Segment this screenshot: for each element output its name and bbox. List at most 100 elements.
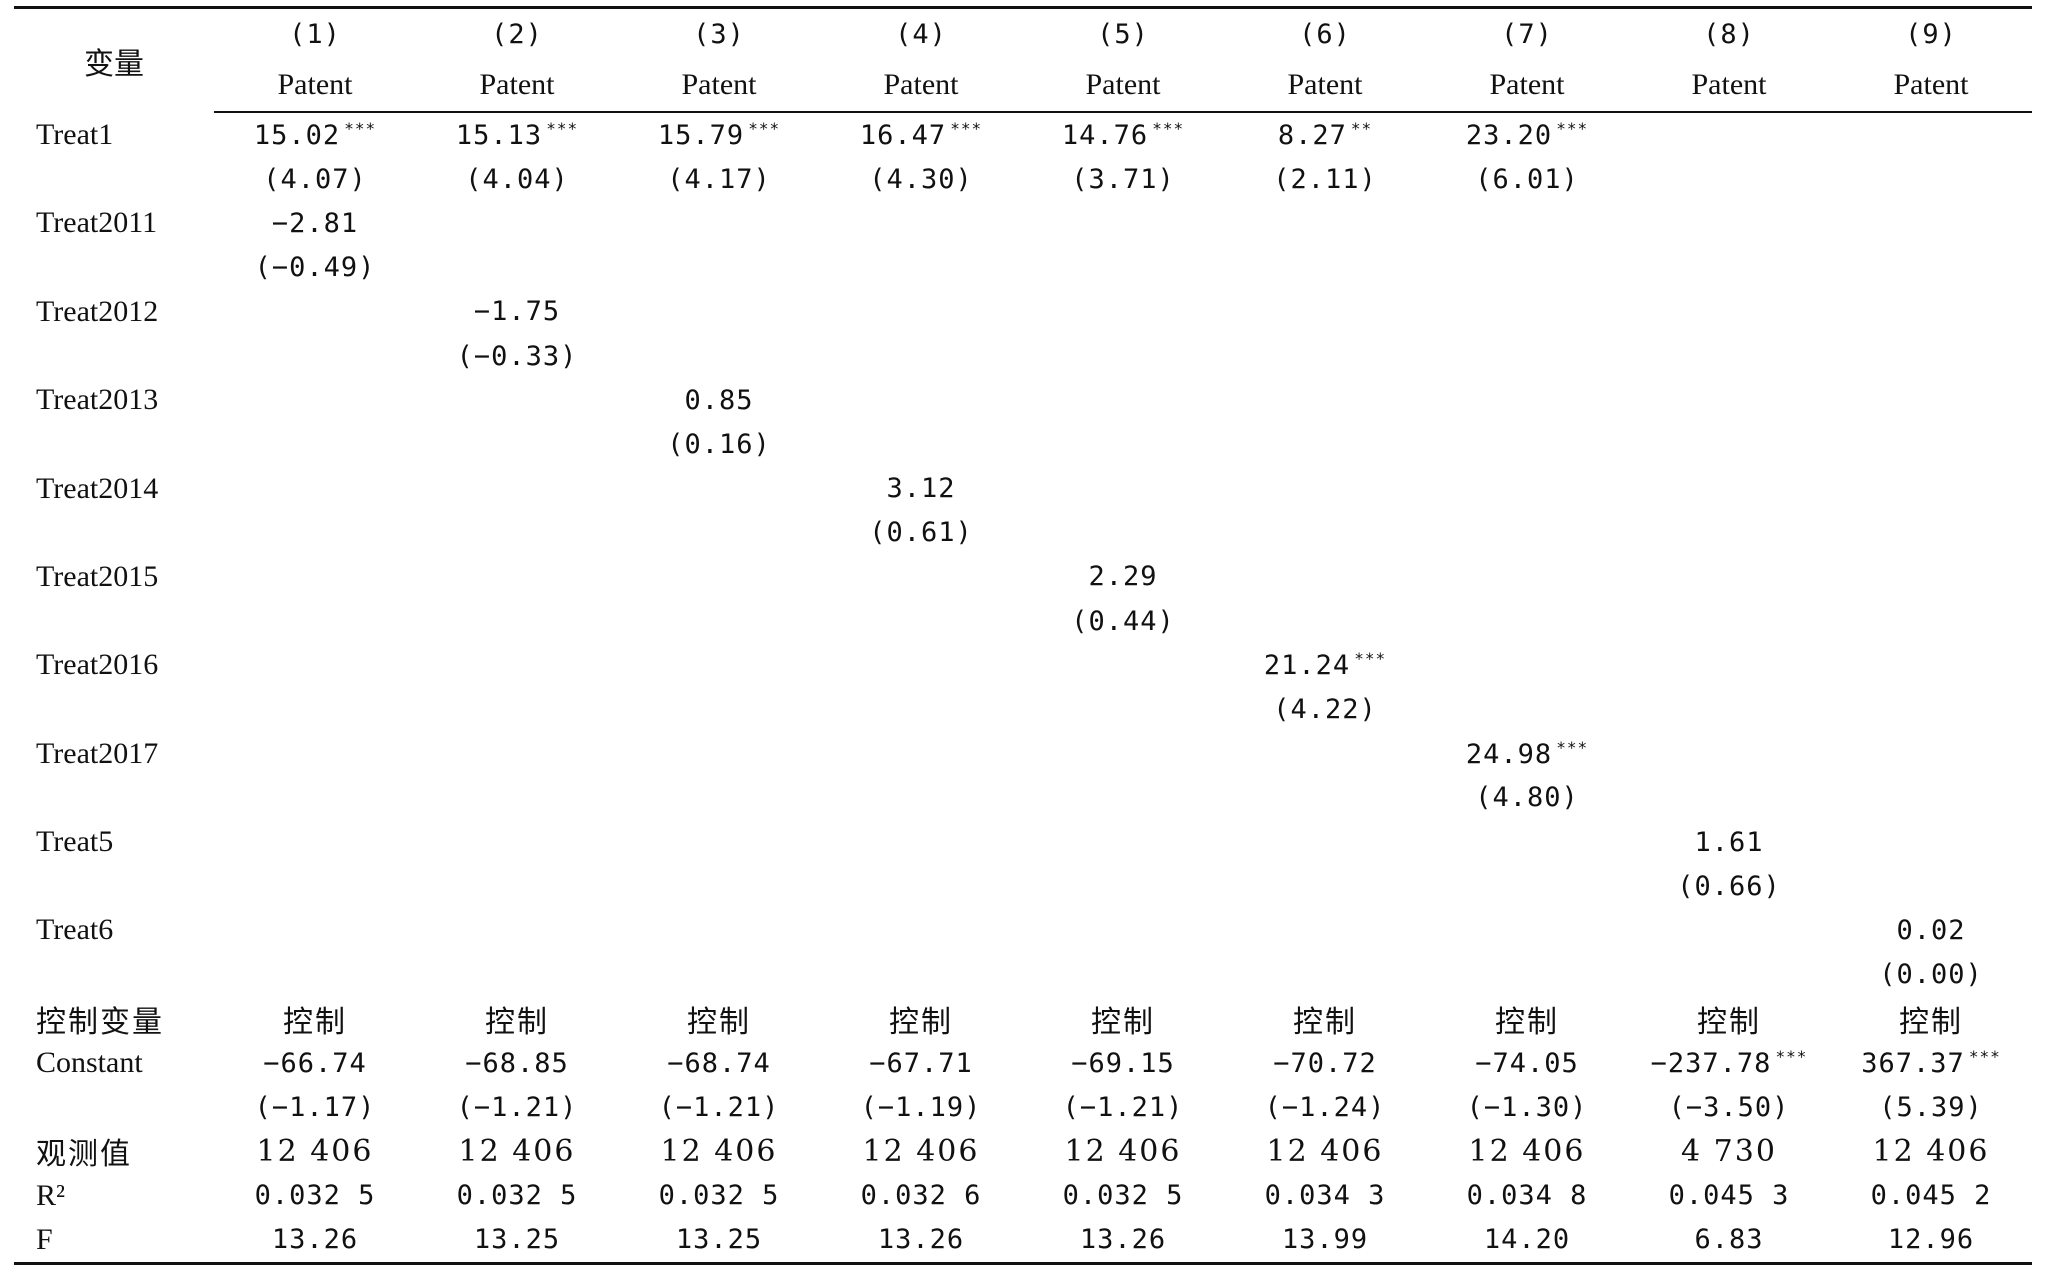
table-row: (0.61) xyxy=(14,511,2032,555)
table-cell xyxy=(820,732,1022,776)
table-header: 变量 (1) (2) (3) (4) (5) (6) (7) (8) (9) Patent Pat… xyxy=(14,7,2032,113)
table-row: Constant −66.74 −68.85 −68.74 −67.71 −69.15 −7… xyxy=(14,1041,2032,1085)
table-cell xyxy=(618,776,820,820)
table-cell xyxy=(1224,334,1426,378)
cell-value: 8.27 xyxy=(1277,120,1347,152)
cell-value: 0.032 5 xyxy=(658,1180,780,1212)
table-cell: −68.85 xyxy=(416,1041,618,1085)
table-cell xyxy=(820,378,1022,422)
table-row: F 13.26 13.25 13.25 13.26 13.26 13.99 14.20 6.83… xyxy=(14,1217,2032,1265)
table-cell: 23.20 *** xyxy=(1426,112,1628,157)
column-number-header: (1) xyxy=(289,18,341,50)
table-cell xyxy=(618,201,820,245)
dependent-variable-header: Patent xyxy=(1628,59,1830,113)
table-cell xyxy=(1022,732,1224,776)
table-cell xyxy=(820,599,1022,643)
table-cell xyxy=(1628,157,1830,201)
table-cell xyxy=(1426,422,1628,466)
table-cell xyxy=(1224,201,1426,245)
table-cell: 13.99 xyxy=(1224,1217,1426,1265)
table-cell xyxy=(214,687,416,731)
table-cell: 12 406 xyxy=(1830,1129,2032,1173)
table-cell: (0.61) xyxy=(820,511,1022,555)
significance-stars: *** xyxy=(1556,737,1589,757)
table-cell xyxy=(618,643,820,687)
table-cell: −1.75 xyxy=(416,290,618,334)
table-cell: 0.032 5 xyxy=(618,1174,820,1218)
row-label xyxy=(14,511,214,555)
table-cell: −2.81 xyxy=(214,201,416,245)
table-cell: 控制 xyxy=(1830,997,2032,1041)
table-cell: 14.20 xyxy=(1426,1217,1628,1265)
table-cell xyxy=(214,953,416,997)
cell-value: (−1.21) xyxy=(658,1091,780,1123)
cell-value: −2.81 xyxy=(271,207,359,239)
row-label xyxy=(14,599,214,643)
table-cell xyxy=(1224,776,1426,820)
table-cell xyxy=(1830,467,2032,511)
row-label: 控制变量 xyxy=(36,1004,164,1040)
header-row-dependent-variables: Patent Patent Patent Patent Patent Patent Pate… xyxy=(14,59,2032,113)
table-cell: 24.98 *** xyxy=(1426,732,1628,776)
table-cell xyxy=(1628,687,1830,731)
cell-value: 12.96 xyxy=(1887,1224,1975,1256)
table-cell xyxy=(214,467,416,511)
table-cell: 13.25 xyxy=(618,1217,820,1265)
table-cell: (−1.19) xyxy=(820,1085,1022,1129)
table-cell xyxy=(618,732,820,776)
table-cell xyxy=(1022,864,1224,908)
column-number-header: (6) xyxy=(1299,18,1351,50)
column-number-header: (5) xyxy=(1097,18,1149,50)
table-row: Treat5 1.61 xyxy=(14,820,2032,864)
table-cell xyxy=(1426,599,1628,643)
cell-value: (4.04) xyxy=(465,163,569,195)
cell-value: (0.00) xyxy=(1879,959,1983,991)
table-cell: 12 406 xyxy=(416,1129,618,1173)
row-label: Treat2012 xyxy=(36,294,159,328)
table-cell xyxy=(820,246,1022,290)
table-cell: 8.27 ** xyxy=(1224,112,1426,157)
table-cell: (4.17) xyxy=(618,157,820,201)
table-row: (0.16) xyxy=(14,422,2032,466)
table-cell xyxy=(416,378,618,422)
cell-value: −69.15 xyxy=(1071,1047,1175,1079)
table-cell xyxy=(1022,378,1224,422)
table-row: (0.44) xyxy=(14,599,2032,643)
row-label: Treat2013 xyxy=(36,383,159,417)
significance-stars: *** xyxy=(1556,119,1589,139)
significance-stars: *** xyxy=(1152,119,1185,139)
table-cell xyxy=(618,953,820,997)
variable-header: 变量 xyxy=(84,46,144,82)
table-cell xyxy=(1224,467,1426,511)
table-cell xyxy=(1830,820,2032,864)
table-cell: 控制 xyxy=(1022,997,1224,1041)
table-cell xyxy=(214,511,416,555)
table-cell xyxy=(1224,864,1426,908)
table-cell: (6.01) xyxy=(1426,157,1628,201)
cell-value: 控制 xyxy=(1899,1004,1963,1040)
table-cell xyxy=(214,555,416,599)
dependent-variable-header: Patent xyxy=(214,59,416,113)
table-cell: 控制 xyxy=(1426,997,1628,1041)
cell-value: 12 406 xyxy=(256,1133,374,1169)
table-cell: 13.26 xyxy=(214,1217,416,1265)
table-cell: 0.85 xyxy=(618,378,820,422)
cell-value: (0.44) xyxy=(1071,605,1175,637)
cell-value: 15.13 xyxy=(455,120,543,152)
cell-value: 控制 xyxy=(687,1004,751,1040)
row-label xyxy=(14,953,214,997)
cell-value: 14.76 xyxy=(1061,120,1149,152)
table-cell xyxy=(1628,290,1830,334)
table-cell: 12.96 xyxy=(1830,1217,2032,1265)
table-cell xyxy=(1628,643,1830,687)
table-cell xyxy=(214,732,416,776)
table-cell: 0.032 5 xyxy=(1022,1174,1224,1218)
table-cell xyxy=(1224,953,1426,997)
table-cell: −69.15 xyxy=(1022,1041,1224,1085)
table-cell xyxy=(1830,599,2032,643)
table-cell: 0.02 xyxy=(1830,908,2032,952)
cell-value: 3.12 xyxy=(886,473,956,505)
table-cell xyxy=(618,908,820,952)
table-cell xyxy=(1628,908,1830,952)
table-cell xyxy=(1022,908,1224,952)
